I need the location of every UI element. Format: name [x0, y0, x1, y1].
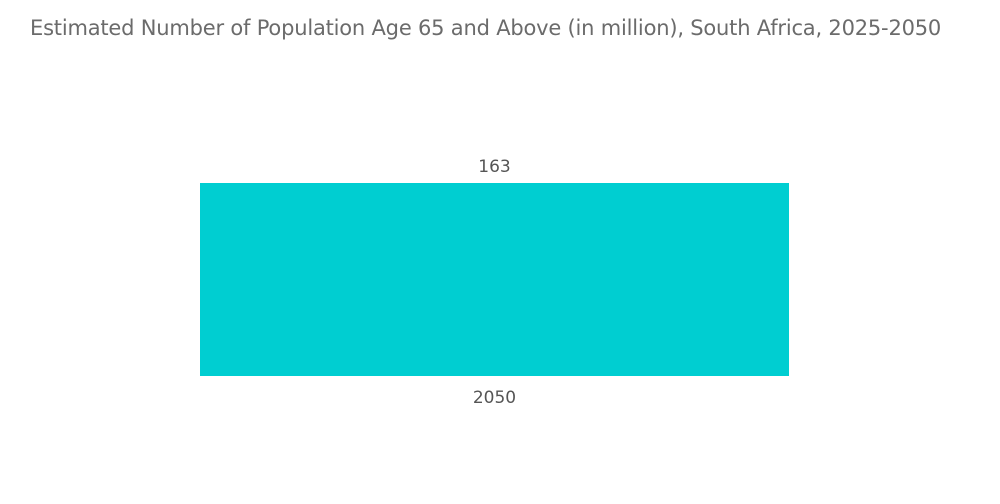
bar-group [200, 183, 789, 376]
data-label-2050: 163 [478, 157, 510, 177]
chart-title: Estimated Number of Population Age 65 an… [30, 16, 942, 40]
bar-2050 [200, 183, 789, 376]
x-tick-label-2050: 2050 [473, 388, 516, 408]
label-group: 163 2050 [473, 157, 516, 408]
